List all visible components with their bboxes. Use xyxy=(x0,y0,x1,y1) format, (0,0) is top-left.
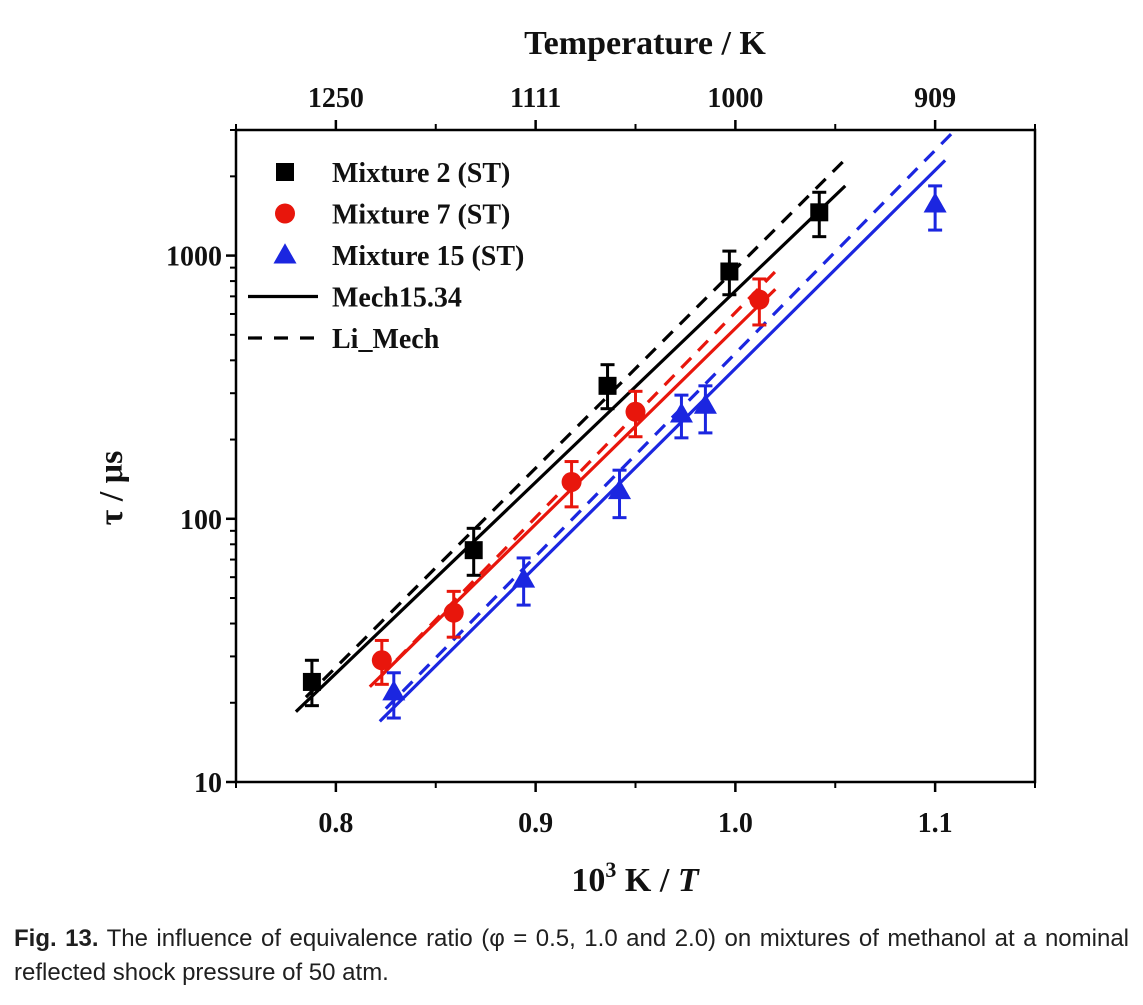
model-line-dashed-5 xyxy=(384,130,957,710)
legend-marker-triangle xyxy=(273,243,297,264)
mixture-15-st-point xyxy=(669,402,693,423)
mixture-2-st-point xyxy=(464,541,483,560)
top-tick-label: 1250 xyxy=(308,83,364,114)
model-line-solid-4 xyxy=(378,159,947,723)
mixture-2-st-point xyxy=(720,262,739,281)
legend-marker-square xyxy=(276,163,294,181)
y-tick-label: 10 xyxy=(194,768,222,799)
mixture-15-st-point xyxy=(923,192,947,213)
mixture-7-st-point xyxy=(371,650,392,671)
legend-label: Li_Mech xyxy=(332,324,440,355)
caption-label: Fig. 13. xyxy=(14,925,99,952)
mixture-15-st-point xyxy=(608,478,632,500)
mixture-15-st-point xyxy=(693,393,717,414)
mixture-15-st-point xyxy=(512,567,536,588)
y-axis-title: τ / μs xyxy=(93,451,130,526)
y-tick-label: 1000 xyxy=(166,242,222,273)
ignition-delay-chart: 0.8 1250 0.9 1111 1.0 1000 1.1 909 10 100 1000 Mix… xyxy=(93,25,1037,899)
top-tick-label: 909 xyxy=(914,83,956,114)
legend-label: Mixture 15 (ST) xyxy=(332,241,524,272)
legend-label: Mech15.34 xyxy=(332,283,462,314)
x-axis-title: 103 K / T xyxy=(571,857,699,899)
mixture-7-st-point xyxy=(749,289,770,310)
x-tick-label: 0.9 xyxy=(518,808,553,839)
legend-marker-circle xyxy=(275,203,295,224)
x-tick-label: 1.0 xyxy=(718,808,753,839)
top-tick-label: 1000 xyxy=(707,83,763,114)
caption-text: The influence of equivalence ratio (φ = … xyxy=(14,925,1129,986)
legend-label: Mixture 7 (ST) xyxy=(332,200,510,231)
x-axis-title-exponent: 3 xyxy=(605,857,616,882)
x-axis-title-base: 10 xyxy=(571,862,605,899)
legend: Mixture 2 (ST) Mixture 7 (ST) Mixture 15 (… xyxy=(248,158,524,355)
mixture-2-st-point xyxy=(302,672,321,691)
mixture-2-st-point xyxy=(810,203,829,222)
mixture-2-st-point xyxy=(598,376,617,395)
top-tick-label: 1111 xyxy=(510,83,561,114)
data-markers-layer xyxy=(302,192,947,701)
x-tick-label: 1.1 xyxy=(918,808,953,839)
x-tick-label: 0.8 xyxy=(318,808,353,839)
x-axis-title-unit: K / xyxy=(616,862,677,899)
mixture-7-st-point xyxy=(443,602,464,623)
legend-label: Mixture 2 (ST) xyxy=(332,158,510,189)
axis-ticks-layer: 0.8 1250 0.9 1111 1.0 1000 1.1 909 10 100 1000 xyxy=(166,83,1036,839)
top-axis-title: Temperature / K xyxy=(524,25,766,62)
mixture-15-st-point xyxy=(382,680,406,701)
figure-caption: Fig. 13. The influence of equivalence ra… xyxy=(14,922,1129,990)
model-line-solid-0 xyxy=(294,184,847,713)
y-tick-label: 100 xyxy=(180,505,222,536)
model-line-dashed-1 xyxy=(304,158,847,699)
mixture-7-st-point xyxy=(625,401,646,422)
x-axis-title-variable: T xyxy=(678,862,700,899)
mixture-7-st-point xyxy=(561,471,582,492)
